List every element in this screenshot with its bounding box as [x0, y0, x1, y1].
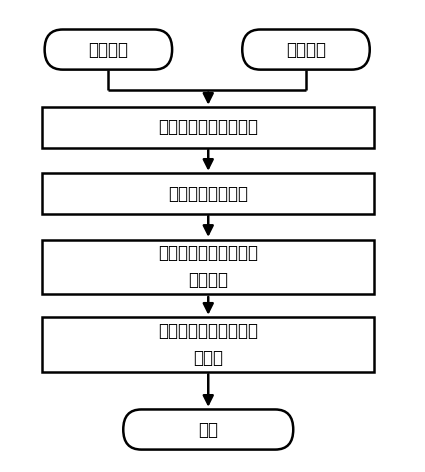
Text: 负荷预测: 负荷预测	[286, 41, 326, 59]
Text: 采用试探机制求取工业
负荷上限: 采用试探机制求取工业 负荷上限	[158, 244, 258, 289]
Text: 返回: 返回	[198, 421, 218, 438]
FancyBboxPatch shape	[42, 174, 374, 213]
Text: 求解日前机组组合模型: 求解日前机组组合模型	[158, 118, 258, 136]
Text: 输出系统工业负荷的波
动容限: 输出系统工业负荷的波 动容限	[158, 322, 258, 367]
FancyBboxPatch shape	[42, 240, 374, 294]
Text: 风电预测: 风电预测	[88, 41, 128, 59]
FancyBboxPatch shape	[42, 317, 374, 372]
FancyBboxPatch shape	[45, 29, 172, 69]
FancyBboxPatch shape	[42, 108, 374, 147]
Text: 求解工业负荷下限: 求解工业负荷下限	[168, 185, 248, 202]
FancyBboxPatch shape	[242, 29, 370, 69]
FancyBboxPatch shape	[123, 409, 293, 449]
